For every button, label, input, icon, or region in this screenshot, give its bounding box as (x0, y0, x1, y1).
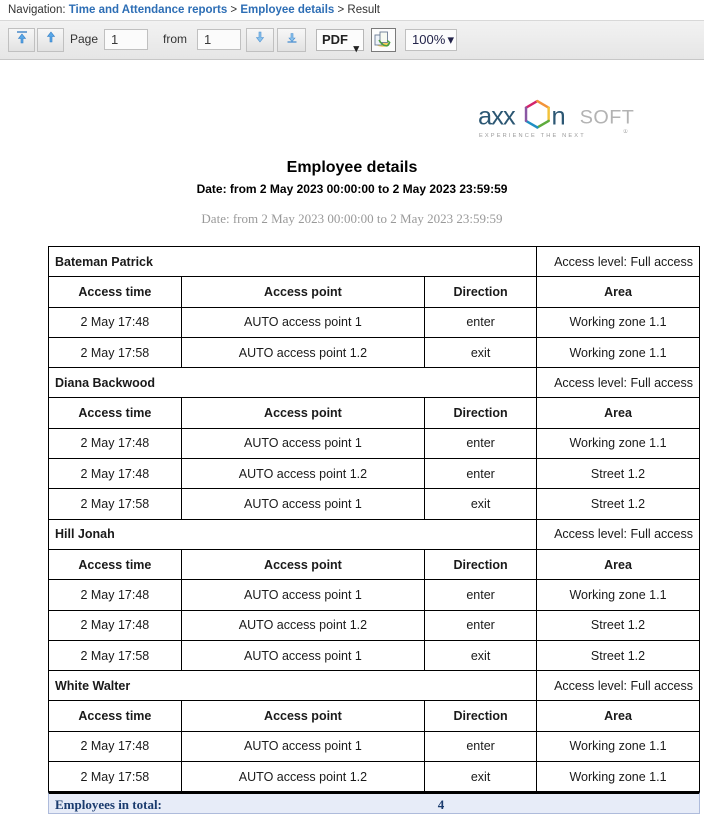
svg-text:EXPERIENCE THE NEXT: EXPERIENCE THE NEXT (479, 133, 586, 139)
svg-text:①: ① (623, 128, 628, 135)
svg-text:SOFT: SOFT (580, 107, 635, 129)
svg-text:axx: axx (478, 103, 516, 131)
svg-text:n: n (551, 103, 565, 131)
